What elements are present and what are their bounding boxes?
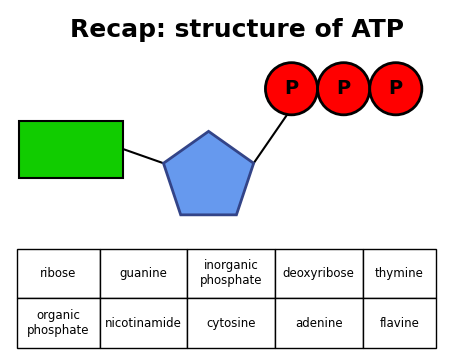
Ellipse shape — [318, 63, 370, 115]
Text: deoxyribose: deoxyribose — [283, 267, 355, 280]
Text: cytosine: cytosine — [206, 317, 256, 329]
Text: P: P — [284, 79, 299, 98]
FancyBboxPatch shape — [275, 248, 363, 298]
FancyBboxPatch shape — [17, 298, 100, 348]
Text: ribose: ribose — [40, 267, 76, 280]
Text: adenine: adenine — [295, 317, 343, 329]
Text: thymine: thymine — [375, 267, 424, 280]
Ellipse shape — [265, 63, 318, 115]
FancyBboxPatch shape — [187, 248, 275, 298]
Ellipse shape — [370, 63, 422, 115]
Text: inorganic
phosphate: inorganic phosphate — [200, 260, 262, 287]
FancyBboxPatch shape — [187, 298, 275, 348]
FancyBboxPatch shape — [100, 298, 187, 348]
FancyBboxPatch shape — [17, 248, 100, 298]
Text: Recap: structure of ATP: Recap: structure of ATP — [70, 18, 404, 42]
Text: P: P — [389, 79, 403, 98]
FancyBboxPatch shape — [275, 298, 363, 348]
FancyBboxPatch shape — [100, 248, 187, 298]
Text: nicotinamide: nicotinamide — [105, 317, 182, 329]
FancyBboxPatch shape — [19, 121, 123, 178]
FancyBboxPatch shape — [363, 248, 436, 298]
Text: P: P — [337, 79, 351, 98]
Text: flavine: flavine — [379, 317, 419, 329]
Text: guanine: guanine — [119, 267, 167, 280]
FancyBboxPatch shape — [363, 298, 436, 348]
Text: organic
phosphate: organic phosphate — [27, 309, 89, 337]
Polygon shape — [164, 131, 254, 215]
